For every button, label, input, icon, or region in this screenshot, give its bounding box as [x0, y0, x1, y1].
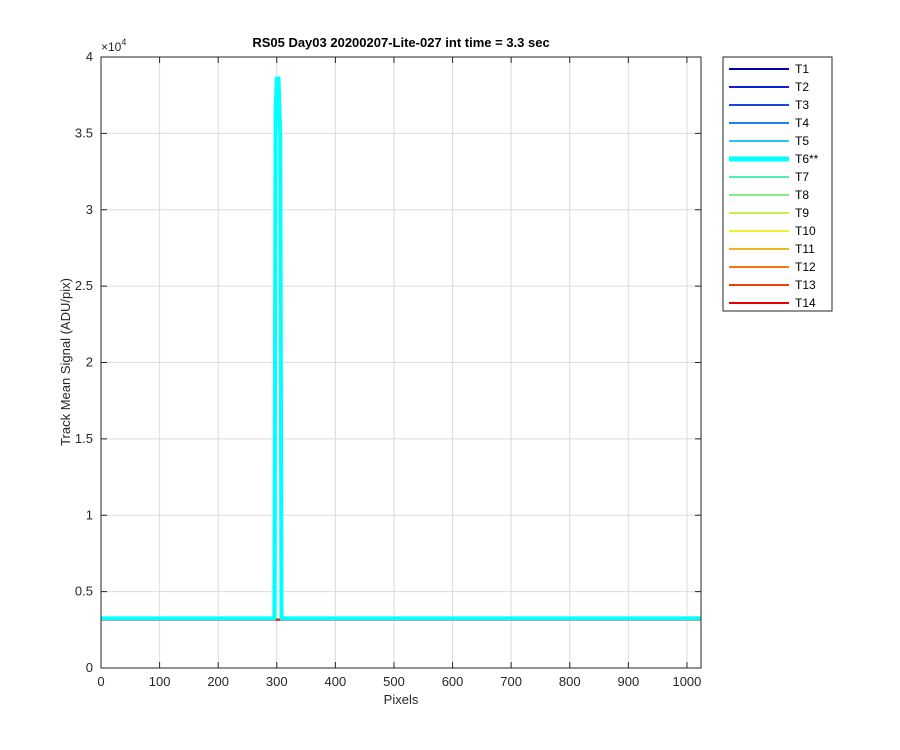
x-tick-label: 300 — [266, 674, 288, 689]
x-tick-label: 0 — [97, 674, 104, 689]
y-ticks: 0 0.5 1 1.5 2 2.5 3 3.5 4 — [75, 49, 701, 675]
legend-box — [722, 56, 833, 312]
x-tick-label: 700 — [500, 674, 522, 689]
plot-area: 0 100 200 300 400 500 600 700 800 900 1000 0 0.5 1 1.… — [75, 49, 702, 689]
y-axis-label: Track Mean Signal (ADU/pix) — [58, 278, 73, 446]
x-tick-label: 200 — [207, 674, 229, 689]
y-tick-label: 1 — [86, 507, 93, 522]
y-tick-label: 3.5 — [75, 125, 93, 140]
legend-label: T11 — [795, 242, 815, 256]
legend-entry: T10 — [729, 224, 816, 238]
legend-entry: T8 — [729, 188, 809, 202]
chart-title: RS05 Day03 20200207-Lite-027 int time = … — [252, 35, 549, 50]
legend-entry: T9 — [729, 206, 809, 220]
legend-label: T13 — [795, 278, 816, 292]
legend-entry: T6** — [729, 152, 819, 166]
x-tick-label: 900 — [617, 674, 639, 689]
legend-label: T2 — [795, 80, 809, 94]
x-tick-label: 500 — [383, 674, 405, 689]
x-tick-label: 400 — [325, 674, 347, 689]
x-ticks: 0 100 200 300 400 500 600 700 800 900 1000 — [97, 57, 701, 689]
legend-label: T14 — [795, 296, 816, 310]
legend-entry: T5 — [729, 134, 809, 148]
y-tick-label: 0.5 — [75, 584, 93, 599]
legend-entry: T7 — [729, 170, 809, 184]
y-tick-label: 4 — [86, 49, 93, 64]
legend: T1 T2 T3 T4 T5 T6** T7 T8 T9 T10 T11 T12 T13 T14 — [722, 56, 833, 312]
legend-entry: T12 — [729, 260, 816, 274]
legend-label: T10 — [795, 224, 816, 238]
series-line-t6 — [101, 76, 701, 621]
x-tick-label: 800 — [559, 674, 581, 689]
series-lines — [101, 76, 701, 621]
legend-entry: T14 — [729, 296, 816, 310]
legend-label: T9 — [795, 206, 809, 220]
legend-label: T8 — [795, 188, 809, 202]
legend-label: T3 — [795, 98, 809, 112]
legend-label: T6** — [795, 152, 819, 166]
legend-entry: T1 — [729, 62, 809, 76]
legend-label: T1 — [795, 62, 809, 76]
legend-label: T5 — [795, 134, 809, 148]
legend-label: T12 — [795, 260, 816, 274]
y-exponent-label: ×104 — [101, 37, 126, 54]
x-tick-label: 1000 — [672, 674, 701, 689]
x-axis-label: Pixels — [384, 692, 419, 707]
legend-label: T4 — [795, 116, 809, 130]
y-tick-label: 3 — [86, 202, 93, 217]
y-tick-label: 1.5 — [75, 431, 93, 446]
legend-entry: T4 — [729, 116, 809, 130]
y-tick-label: 0 — [86, 660, 93, 675]
legend-entry: T2 — [729, 80, 809, 94]
y-tick-label: 2 — [86, 355, 93, 370]
legend-entry: T11 — [729, 242, 815, 256]
x-tick-label: 600 — [442, 674, 464, 689]
x-tick-label: 100 — [149, 674, 171, 689]
legend-label: T7 — [795, 170, 809, 184]
legend-entry: T13 — [729, 278, 816, 292]
y-tick-label: 2.5 — [75, 278, 93, 293]
legend-entries: T1 T2 T3 T4 T5 T6** T7 T8 T9 T10 T11 T12 T13 T14 — [729, 62, 819, 310]
legend-entry: T3 — [729, 98, 809, 112]
